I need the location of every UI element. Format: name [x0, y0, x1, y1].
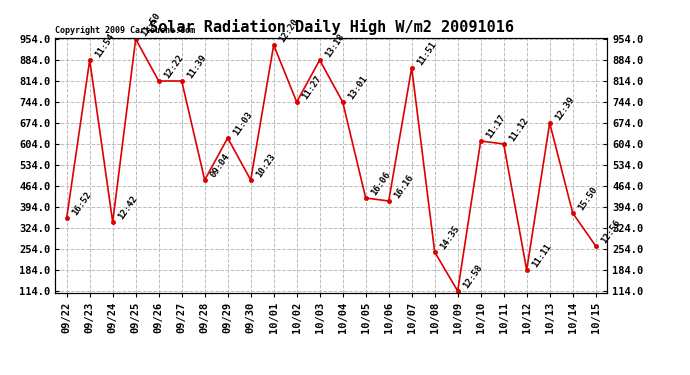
Text: 11:54: 11:54	[94, 32, 117, 59]
Text: 16:06: 16:06	[370, 170, 393, 197]
Text: Copyright 2009 Cartouche.com: Copyright 2009 Cartouche.com	[55, 26, 195, 35]
Text: 11:51: 11:51	[416, 40, 439, 67]
Text: 11:12: 11:12	[508, 116, 531, 143]
Text: 14:35: 14:35	[439, 224, 462, 251]
Text: 12:20: 12:20	[278, 17, 301, 44]
Text: 11:50: 11:50	[140, 11, 163, 38]
Text: 11:27: 11:27	[301, 74, 324, 101]
Text: 11:03: 11:03	[232, 110, 255, 137]
Text: 12:42: 12:42	[117, 194, 139, 221]
Text: 09:04: 09:04	[209, 152, 232, 179]
Text: 10:23: 10:23	[255, 152, 277, 179]
Text: 11:11: 11:11	[531, 242, 553, 269]
Text: 13:18: 13:18	[324, 32, 346, 59]
Text: 16:52: 16:52	[71, 190, 94, 217]
Title: Solar Radiation Daily High W/m2 20091016: Solar Radiation Daily High W/m2 20091016	[149, 19, 513, 35]
Text: 16:16: 16:16	[393, 173, 415, 200]
Text: 12:58: 12:58	[462, 263, 484, 290]
Text: 12:56: 12:56	[600, 218, 622, 245]
Text: 12:22: 12:22	[163, 53, 186, 80]
Text: 11:39: 11:39	[186, 53, 208, 80]
Text: 12:39: 12:39	[554, 95, 577, 122]
Text: 11:17: 11:17	[485, 113, 508, 140]
Text: 13:01: 13:01	[347, 74, 370, 101]
Text: 15:50: 15:50	[577, 185, 600, 212]
